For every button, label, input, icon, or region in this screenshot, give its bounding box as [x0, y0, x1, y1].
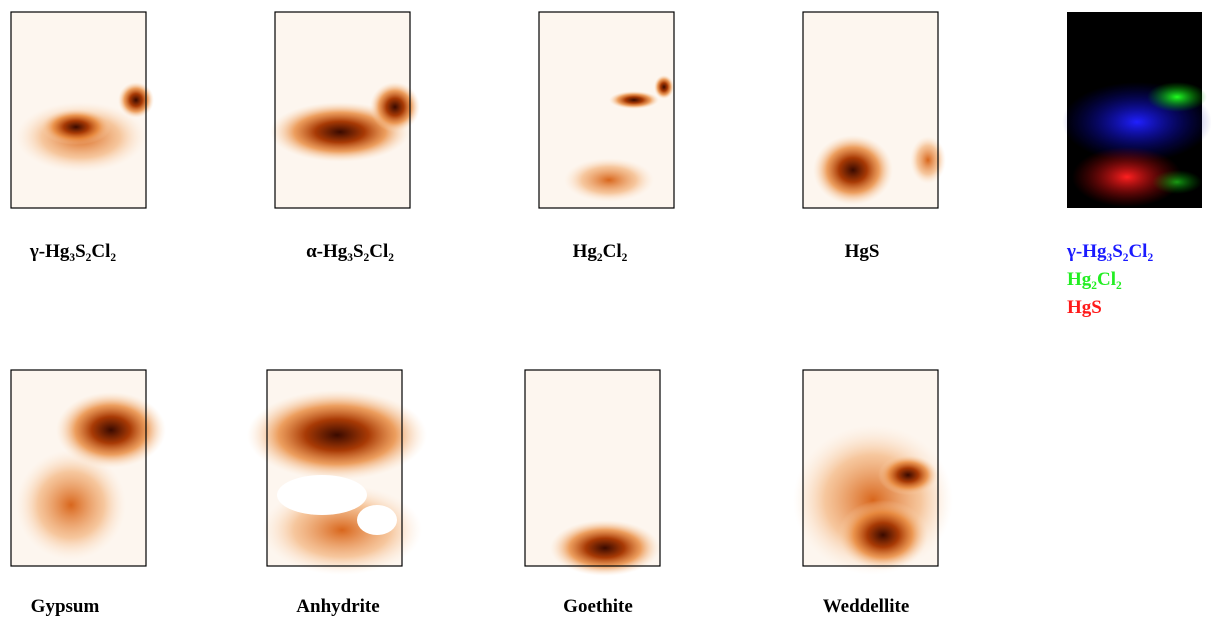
panel-label: Gypsum	[31, 596, 100, 617]
map-panel	[803, 12, 946, 208]
map-panel	[247, 370, 427, 575]
map-panel	[11, 370, 166, 566]
composite-panel	[1062, 12, 1211, 208]
map-panel	[270, 12, 420, 208]
panel-label: α-Hg₃S₂Cl₂	[306, 241, 394, 262]
map-panel	[525, 370, 660, 576]
map-panel	[539, 12, 674, 208]
panel-label: Anhydrite	[296, 596, 379, 617]
legend-label: HgS	[1067, 297, 1102, 318]
panel-label: Hg₂Cl₂	[573, 241, 628, 262]
panel-label: Weddellite	[823, 596, 910, 617]
legend-label: Hg₂Cl₂	[1067, 269, 1122, 290]
page: γ-Hg₃S₂Cl₂ α-Hg₃S₂Cl₂ Hg₂Cl₂ HgS γ-Hg₃S₂…	[0, 0, 1211, 618]
legend-label: γ-Hg₃S₂Cl₂	[1066, 241, 1153, 262]
panel-label: Goethite	[563, 596, 633, 617]
figure: γ-Hg₃S₂Cl₂ α-Hg₃S₂Cl₂ Hg₂Cl₂ HgS γ-Hg₃S₂…	[0, 0, 1211, 618]
map-panel	[11, 12, 154, 208]
panel-label: γ-Hg₃S₂Cl₂	[29, 241, 116, 262]
map-panel	[793, 370, 953, 575]
panel-label: HgS	[845, 241, 880, 262]
